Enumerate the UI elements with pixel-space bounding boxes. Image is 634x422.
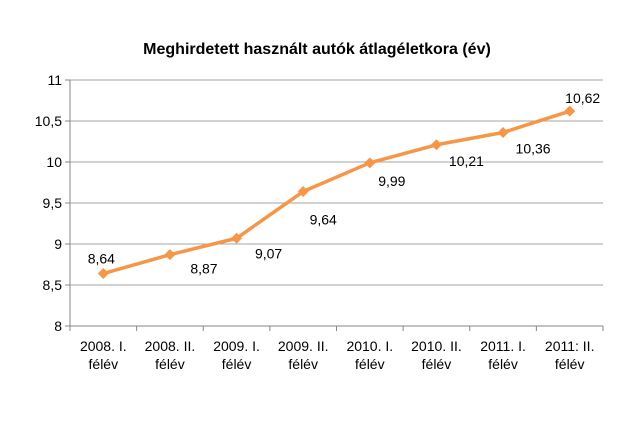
data-point-marker [231,232,243,244]
data-label: 10,36 [516,140,551,156]
x-tick-label-line: 2010. I. [346,338,393,354]
x-tick-label-line: félév [555,356,585,372]
data-label: 10,21 [449,153,484,169]
x-tick-label-line: 2008. I. [80,338,127,354]
y-tick-label: 8,5 [43,277,63,293]
x-tick-label: 2008. II. félév [145,338,196,372]
series-markers [97,105,576,280]
x-axis-tick-labels: 2008. I. félév 2008. II. félév 2009. I. félév… [80,338,595,372]
x-tick-label-line: 2011: II. [545,338,595,354]
data-label: 8,87 [190,261,217,277]
data-point-marker [97,268,109,280]
data-labels: 8,64 8,87 9,07 9,64 9,99 10,21 10,36 10,62 [88,90,601,277]
data-point-marker [364,157,376,169]
x-tick-label-line: félév [155,356,185,372]
x-tick-label-line: félév [222,356,252,372]
y-axis-tick-labels: 8 8,5 9 9,5 10 10,5 11 [35,72,62,334]
data-point-marker [164,249,176,261]
data-label: 9,64 [310,212,337,228]
axes [65,79,604,331]
x-tick-label: 2010. I. félév [346,338,393,372]
y-tick-label: 10 [46,154,62,170]
x-tick-label: 2009. II. félév [278,338,329,372]
y-tick-label: 9,5 [43,195,63,211]
x-tick-label-line: 2009. I. [213,338,260,354]
gridlines [70,79,603,286]
x-tick-label: 2008. I. félév [80,338,127,372]
x-tick-label-line: 2011. I. [480,338,526,354]
data-point-marker [430,139,442,151]
x-tick-label-line: 2010. II. [411,338,462,354]
data-label: 9,99 [378,173,405,189]
x-tick-label: 2011: II. félév [545,338,595,372]
series-line [101,109,572,276]
x-tick-label-line: 2009. II. [278,338,329,354]
data-point-marker [564,105,576,117]
x-tick-label: 2009. I. félév [213,338,260,372]
x-tick-label-line: félév [89,356,119,372]
data-label: 9,07 [255,245,282,261]
data-label: 10,62 [565,90,600,106]
data-point-marker [497,126,509,138]
x-tick-label: 2011. I. félév [480,338,526,372]
x-tick-label-line: félév [288,356,318,372]
x-tick-label: 2010. II. félév [411,338,462,372]
x-tick-label-line: félév [422,356,452,372]
data-label: 8,64 [88,251,115,267]
y-tick-label: 9 [54,236,62,252]
y-tick-label: 11 [47,72,62,88]
y-tick-label: 10,5 [35,113,62,129]
x-tick-label-line: félév [355,356,385,372]
data-point-marker [297,186,309,198]
series-line-path [101,109,572,276]
x-tick-label-line: 2008. II. [145,338,196,354]
chart-title: Meghirdetett használt autók átlagéletkor… [143,41,491,58]
x-tick-label-line: félév [488,356,518,372]
y-tick-label: 8 [54,318,62,334]
